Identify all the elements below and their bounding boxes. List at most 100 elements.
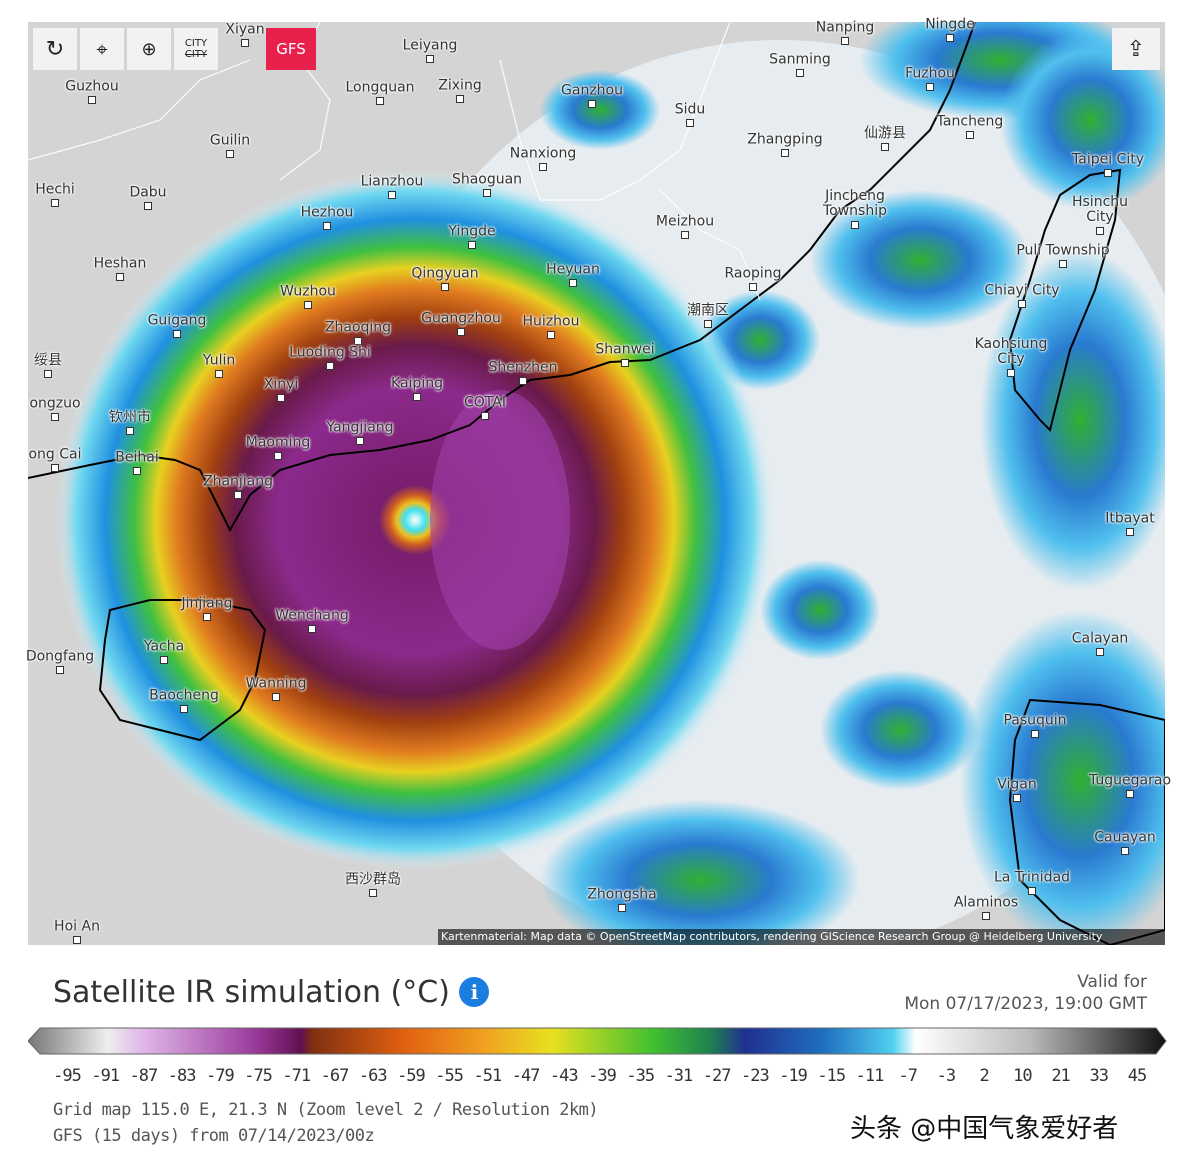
city-marker: [704, 320, 712, 328]
city-marker: [841, 37, 849, 45]
city-label: Hechi: [35, 181, 75, 198]
city-marker: [73, 936, 81, 944]
city-marker: [588, 100, 596, 108]
colorbar-tick-label: -11: [855, 1066, 885, 1086]
city-marker: [1126, 528, 1134, 536]
city-label: Kaohsiung City: [974, 336, 1048, 367]
colorbar-tick-label: -83: [167, 1066, 197, 1086]
city-marker: [1018, 300, 1026, 308]
city-marker: [966, 131, 974, 139]
city-label: Guzhou: [65, 78, 119, 95]
city-label: 西沙群岛: [345, 871, 401, 888]
city-marker: [1013, 794, 1021, 802]
zoom-button[interactable]: ⊕: [127, 28, 171, 70]
city-marker: [781, 149, 789, 157]
city-marker: [686, 119, 694, 127]
colorbar-tick-label: -91: [91, 1066, 120, 1086]
city-label: Huizhou: [522, 313, 580, 330]
city-label: Ganzhou: [561, 82, 623, 99]
city-marker: [468, 241, 476, 249]
location-button[interactable]: ⌖: [80, 28, 124, 70]
city-marker: [304, 301, 312, 309]
city-label: 绥县: [34, 352, 62, 369]
city-marker: [1096, 227, 1104, 235]
refresh-button[interactable]: ↻: [33, 28, 77, 70]
city-marker: [547, 331, 555, 339]
colorbar-tick-label: -23: [740, 1066, 770, 1086]
colorbar-tick-label: 10: [1013, 1066, 1033, 1086]
city-marker: [456, 95, 464, 103]
colorbar-tick-label: -75: [244, 1066, 273, 1086]
city-label: Maoming: [245, 434, 311, 451]
city-label: ong Cai: [28, 446, 82, 463]
info-icon[interactable]: i: [459, 977, 490, 1007]
colorbar-tick-label: -63: [358, 1066, 388, 1086]
city-label: Zixing: [438, 77, 482, 94]
city-label: Nanping: [815, 19, 875, 36]
city-marker: [982, 912, 990, 920]
city-label: Fuzhou: [905, 65, 955, 82]
city-marker: [234, 491, 242, 499]
city-marker: [1104, 169, 1112, 177]
city-marker: [539, 163, 547, 171]
colorbar-tick-label: -71: [282, 1066, 311, 1086]
city-label: Itbayat: [1105, 510, 1155, 527]
city-label: Longquan: [345, 79, 415, 96]
city-marker: [215, 370, 223, 378]
grid-info: Grid map 115.0 E, 21.3 N (Zoom level 2 /…: [53, 1100, 599, 1120]
city-marker: [1007, 369, 1015, 377]
colorbar-tick-label: -67: [320, 1066, 350, 1086]
city-marker: [180, 705, 188, 713]
run-info: GFS (15 days) from 07/14/2023/00z: [53, 1126, 375, 1146]
colorbar-ticks: -95 -91 -87 -83 -79 -75 -71 -67 -63 -59 -55 -51 -47-…: [47, 1066, 1157, 1088]
colorbar-tick-label: -19: [779, 1066, 808, 1086]
city-label: Zhongsha: [587, 886, 657, 903]
city-label: Cauayan: [1094, 829, 1156, 846]
city-label: Yulin: [202, 352, 236, 369]
city-label: Chiayi City: [984, 282, 1060, 299]
city-label: Baocheng: [149, 687, 219, 704]
colorbar: [28, 1027, 1167, 1055]
colorbar-tick-label: -59: [397, 1066, 426, 1086]
city-marker: [369, 889, 377, 897]
city-marker: [354, 337, 362, 345]
city-marker: [326, 362, 334, 370]
city-marker: [116, 273, 124, 281]
city-label: Raoping: [724, 265, 782, 282]
city-label: Ningde: [925, 16, 975, 33]
colorbar-tick-label: -55: [435, 1066, 464, 1086]
city-marker: [621, 359, 629, 367]
city-marker: [946, 34, 954, 42]
city-label: Yangjiang: [326, 419, 394, 436]
city-toggle[interactable]: CITY CITY: [174, 28, 218, 70]
city-marker: [1059, 260, 1067, 268]
share-button[interactable]: ⇪: [1112, 28, 1160, 70]
valid-label: Valid for: [1077, 972, 1147, 992]
city-toggle-top: CITY: [184, 38, 208, 49]
city-marker: [226, 150, 234, 158]
city-label: Zhangping: [747, 131, 823, 148]
colorbar-tick-label: -47: [511, 1066, 541, 1086]
legend-title: Satellite IR simulation (°C) i: [53, 975, 490, 1010]
colorbar-tick-label: -27: [702, 1066, 732, 1086]
city-marker: [376, 97, 384, 105]
city-label: Vigan: [997, 776, 1037, 793]
city-marker: [88, 96, 96, 104]
city-label: Heshan: [93, 255, 147, 272]
model-button[interactable]: GFS: [266, 28, 316, 70]
colorbar-tick-label: -7: [898, 1066, 918, 1086]
attribution: Kartenmaterial: Map data © OpenStreetMap…: [438, 929, 1165, 945]
city-marker: [274, 452, 282, 460]
city-label: Calayan: [1071, 630, 1129, 647]
city-marker: [51, 464, 59, 472]
city-marker: [618, 904, 626, 912]
city-label: Yingde: [448, 223, 496, 240]
city-label: Wuzhou: [280, 283, 336, 300]
city-label: Guigang: [147, 312, 207, 329]
city-marker: [144, 202, 152, 210]
colorbar-tick-label: 21: [1051, 1066, 1071, 1086]
city-label: Hezhou: [300, 204, 354, 221]
city-label: Dongfang: [25, 648, 95, 665]
colorbar-tick-label: -3: [936, 1066, 957, 1086]
